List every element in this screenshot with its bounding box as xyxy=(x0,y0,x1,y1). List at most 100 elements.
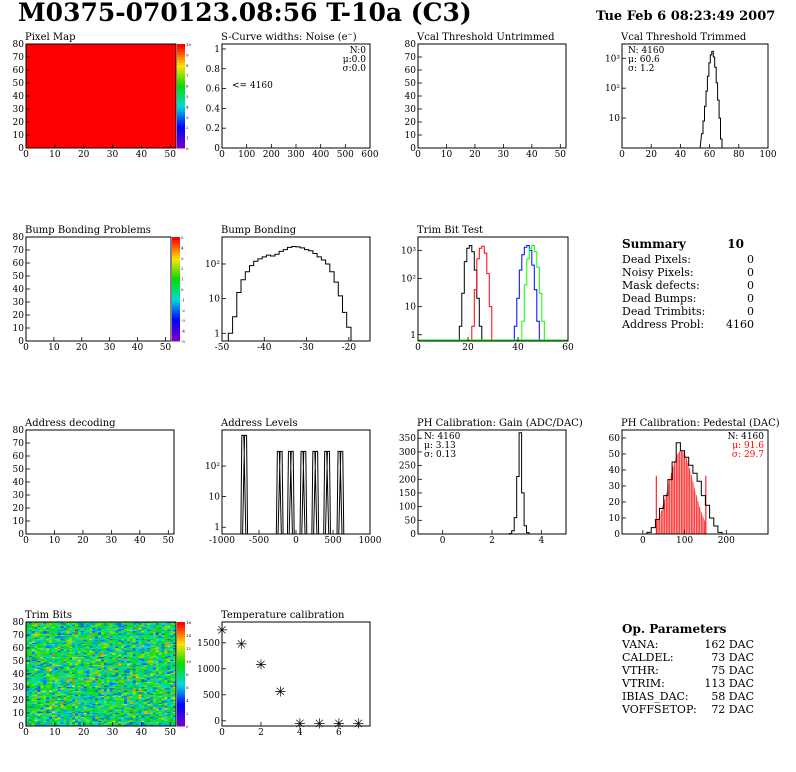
heatmap-cell xyxy=(121,642,125,645)
heatmap-cell xyxy=(155,709,159,711)
heatmap-cell xyxy=(161,689,165,692)
heatmap-cell xyxy=(118,641,122,644)
heatmap-cell xyxy=(95,674,99,676)
heatmap-cell xyxy=(124,629,128,632)
heatmap-cell xyxy=(103,674,108,676)
heatmap-cell xyxy=(98,654,102,657)
heatmap-cell xyxy=(124,657,128,659)
heatmap-cell xyxy=(40,675,44,677)
heatmap-cell xyxy=(109,714,113,716)
heatmap-cell xyxy=(75,651,79,654)
heatmap-cell xyxy=(92,649,96,651)
heatmap-cell xyxy=(173,662,177,664)
color-scale-segment xyxy=(172,260,180,264)
heatmap-cell xyxy=(129,701,134,703)
heatmap-cell xyxy=(49,631,53,633)
heatmap-cell xyxy=(161,654,165,657)
heatmap-cell xyxy=(132,697,136,699)
y-tick-label: 1 xyxy=(214,329,220,339)
heatmap-cell xyxy=(170,628,174,631)
heatmap-cell xyxy=(106,677,110,680)
heatmap-cell xyxy=(173,644,177,646)
heatmap-cell xyxy=(66,719,70,722)
heatmap-cell xyxy=(132,642,136,645)
heatmap-cell xyxy=(141,697,145,699)
heatmap-cell xyxy=(72,672,76,675)
heatmap-cell xyxy=(150,719,154,722)
heatmap-cell xyxy=(98,629,102,632)
heatmap-cell xyxy=(75,645,79,647)
heatmap-cell xyxy=(43,646,47,649)
heatmap-cell xyxy=(26,659,30,662)
heatmap-cell xyxy=(118,628,122,631)
heatmap-cell xyxy=(167,683,171,685)
heatmap-cell xyxy=(40,666,44,668)
heatmap-cell xyxy=(57,679,61,681)
heatmap-cell xyxy=(77,645,82,647)
heatmap-cell xyxy=(170,666,174,668)
x-tick-label: 50 xyxy=(165,728,177,738)
heatmap-cell xyxy=(115,668,119,671)
heatmap-cell xyxy=(49,688,53,690)
heatmap-cell xyxy=(98,645,102,647)
heatmap-cell xyxy=(92,629,96,632)
heatmap-cell xyxy=(43,719,47,722)
heatmap-cell xyxy=(121,716,125,719)
heatmap-cell xyxy=(150,667,154,670)
heatmap-cell xyxy=(69,642,73,645)
heatmap-cell xyxy=(144,713,148,715)
heatmap-cell xyxy=(152,683,157,685)
heatmap-cell xyxy=(129,680,134,683)
heatmap-cell xyxy=(34,700,38,702)
heatmap-cell xyxy=(46,706,50,709)
y-tick-label: 0 xyxy=(18,530,24,540)
heatmap-cell xyxy=(150,702,154,705)
heatmap-cell xyxy=(66,635,70,637)
heatmap-cell xyxy=(92,692,96,694)
heatmap-cell xyxy=(28,681,33,684)
heatmap-cell xyxy=(135,632,139,634)
heatmap-cell xyxy=(43,624,47,627)
heatmap-cell xyxy=(46,702,50,705)
heatmap-cell xyxy=(135,644,139,646)
heatmap-cell xyxy=(66,646,70,649)
heatmap-cell xyxy=(115,651,119,654)
heatmap-cell xyxy=(40,628,44,631)
heatmap-cell xyxy=(26,705,30,707)
heatmap-cell xyxy=(167,631,171,633)
heatmap-cell xyxy=(49,696,53,698)
heatmap-cell xyxy=(144,664,148,667)
color-scale-segment xyxy=(177,702,185,706)
heatmap-cell xyxy=(75,706,79,709)
heatmap-cell xyxy=(129,628,134,631)
heatmap-cell xyxy=(115,697,119,699)
heatmap-cell xyxy=(161,641,165,644)
heatmap-cell xyxy=(49,722,53,724)
heatmap-cell xyxy=(173,715,177,718)
heatmap-cell xyxy=(158,718,162,720)
heatmap-cell xyxy=(138,719,142,722)
heatmap-cell xyxy=(51,693,56,696)
heatmap-cell xyxy=(155,628,159,631)
color-scale-segment xyxy=(172,263,180,267)
heatmap-cell xyxy=(152,705,157,707)
heatmap-cell xyxy=(98,633,102,636)
heatmap-cell xyxy=(92,710,96,712)
heatmap-cell xyxy=(60,688,64,690)
y-tick-label: 80 xyxy=(13,233,25,243)
heatmap-cell xyxy=(147,631,151,633)
heatmap-cell xyxy=(92,657,96,659)
heatmap-cell xyxy=(72,638,76,641)
heatmap-cell xyxy=(118,664,122,667)
heatmap-cell xyxy=(92,720,96,723)
heatmap-cell xyxy=(158,651,162,654)
heatmap-cell xyxy=(161,646,165,649)
heatmap-cell xyxy=(147,706,151,709)
heatmap-cell xyxy=(98,646,102,649)
heatmap-cell xyxy=(158,707,162,710)
heatmap-cell xyxy=(129,646,134,649)
heatmap-cell xyxy=(98,644,102,646)
heatmap-cell xyxy=(121,627,125,629)
heatmap-cell xyxy=(167,633,171,636)
heatmap-cell xyxy=(40,696,44,698)
